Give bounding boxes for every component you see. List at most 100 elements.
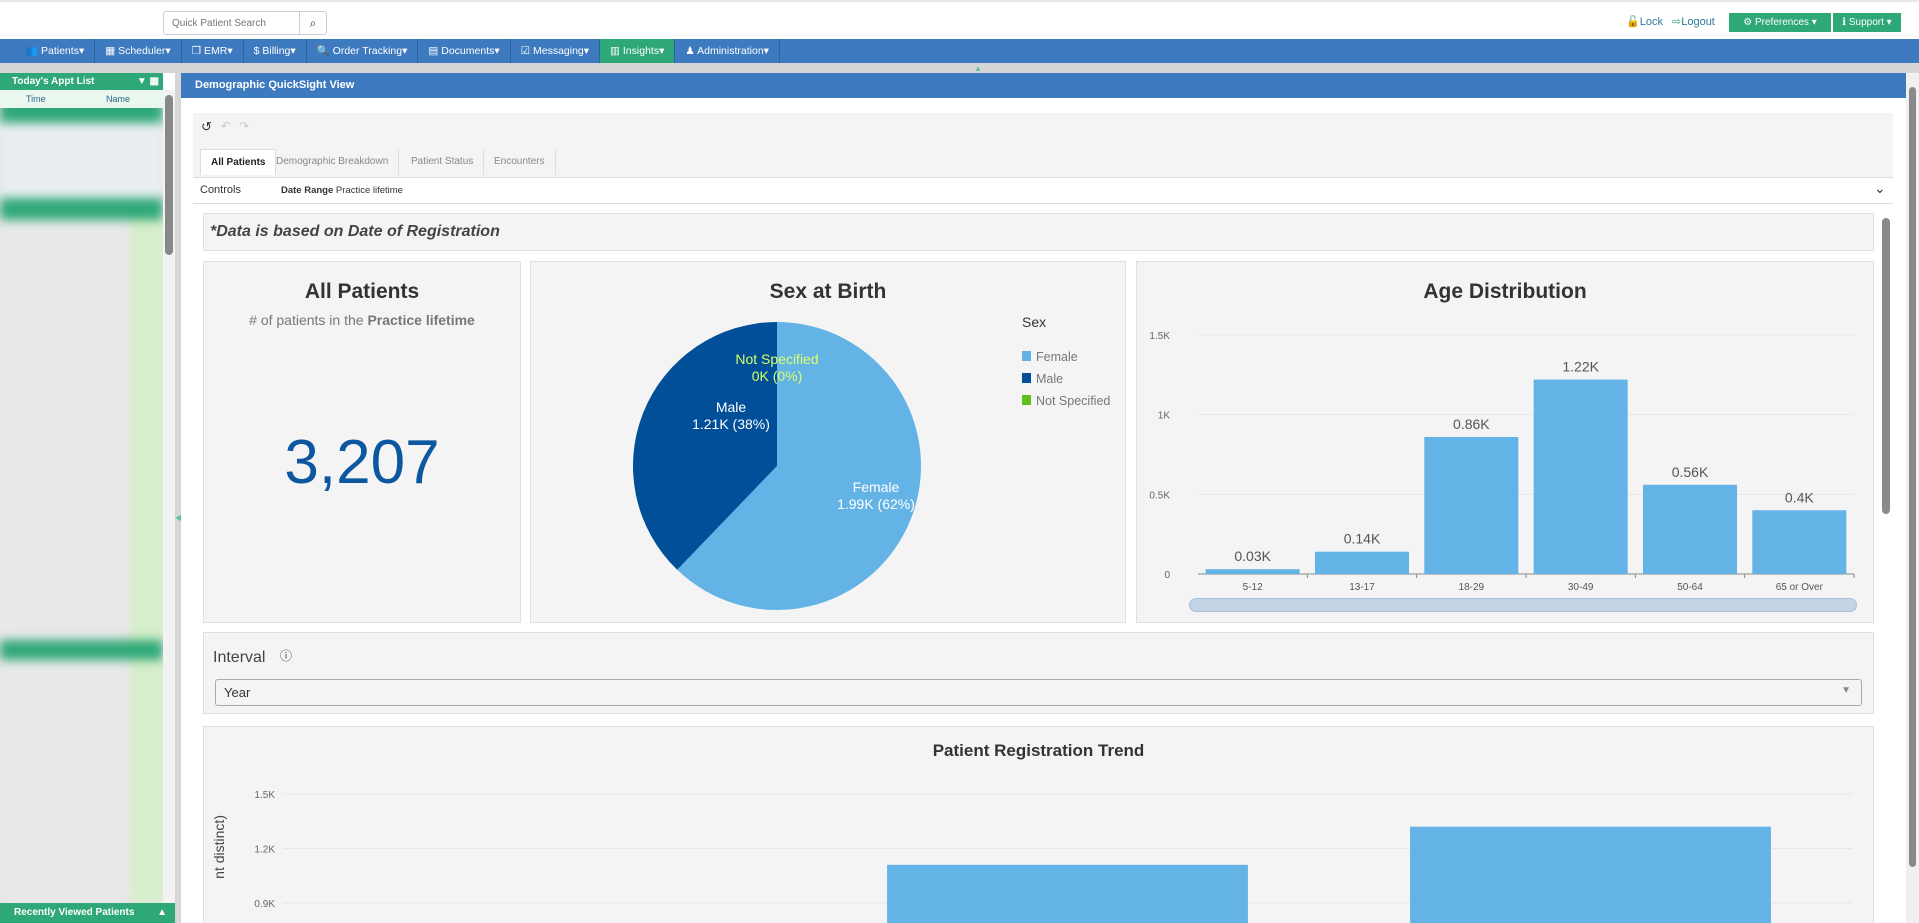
divider bbox=[193, 203, 1893, 204]
nav-administration[interactable]: ♟ Administration▾ bbox=[675, 39, 780, 63]
age-bar-chart: 0 0.5K 1K 1.5K 0.03K 5-12 0.14K 13-17 0.86K 18-29… bbox=[1149, 331, 1855, 593]
sidebar-scroll-thumb[interactable] bbox=[165, 95, 173, 255]
sidebar-tools: ▼ ▦ bbox=[137, 73, 159, 90]
nav-messaging[interactable]: ☑ Messaging▾ bbox=[511, 39, 601, 63]
sidebar-scrollbar[interactable] bbox=[163, 90, 175, 903]
nav-label: EMR bbox=[203, 45, 228, 57]
redo-icon[interactable]: ↷ bbox=[239, 119, 250, 133]
legend-label: Not Specified bbox=[1036, 394, 1111, 408]
trend-bar bbox=[1410, 826, 1771, 923]
dashboard-scroll-thumb[interactable] bbox=[1882, 218, 1890, 514]
legend-swatch bbox=[1022, 351, 1031, 361]
nav-label: Order Tracking bbox=[332, 45, 403, 57]
sex-at-birth-card: Sex at Birth Female 1.99K (62%) Male 1.21K … bbox=[530, 261, 1126, 623]
search-icon: ⌕ bbox=[309, 16, 317, 30]
collapse-left-icon[interactable]: ◀ bbox=[175, 513, 182, 522]
column-time[interactable]: Time bbox=[26, 94, 46, 104]
age-distribution-card: Age Distribution 0 0.5K 1K 1.5K 0.03K 5-12 0.1… bbox=[1136, 261, 1874, 623]
pie-slice-male bbox=[633, 322, 777, 570]
search-button[interactable]: ⌕ bbox=[299, 11, 327, 35]
top-bar: ⌕ 🔓Lock ⇨Logout ⚙ Preferences ▾ ℹ Suppor… bbox=[0, 0, 1919, 39]
y-tick-label: 1K bbox=[1158, 411, 1171, 422]
appt-list-header: Today's Appt List ▼ ▦ bbox=[0, 73, 163, 90]
undo-icon[interactable]: ↶ bbox=[221, 119, 232, 133]
preferences-button[interactable]: ⚙ Preferences ▾ bbox=[1729, 13, 1831, 32]
pie-data-label: Male 1.21K (38%) bbox=[692, 399, 770, 432]
sidebar-splitter[interactable]: ◀ bbox=[175, 73, 181, 923]
y-tick-label: 0.9K bbox=[254, 899, 275, 910]
y-tick-label: 0.5K bbox=[1149, 490, 1170, 501]
users-icon: 👥 bbox=[25, 45, 39, 57]
nav-billing[interactable]: $ Billing▾ bbox=[244, 39, 307, 63]
page-scrollbar[interactable] bbox=[1906, 73, 1919, 923]
nav-emr[interactable]: ❐ EMR▾ bbox=[182, 39, 244, 63]
legend-label: Male bbox=[1036, 372, 1064, 386]
all-patients-card: All Patients # of patients in the Practi… bbox=[203, 261, 521, 623]
nav-order-tracking[interactable]: 🔍 Order Tracking▾ bbox=[307, 39, 419, 63]
page-scroll-thumb[interactable] bbox=[1909, 87, 1916, 867]
tab-encounters[interactable]: Encounters bbox=[484, 149, 556, 175]
interval-label: Interval bbox=[213, 649, 266, 666]
legend-swatch bbox=[1022, 373, 1031, 383]
quick-patient-search-input[interactable] bbox=[163, 11, 300, 35]
tab-demographic-breakdown[interactable]: Demographic Breakdown bbox=[266, 149, 400, 175]
filter-icon[interactable]: ▼ bbox=[136, 76, 147, 87]
recently-viewed-patients-bar[interactable]: Recently Viewed Patients ▲ bbox=[0, 903, 175, 923]
nav-label: Administration bbox=[697, 45, 764, 57]
pie-slice-female bbox=[677, 322, 921, 610]
collapse-up-icon[interactable]: ▲ bbox=[974, 64, 982, 73]
reset-icon[interactable]: ↺ bbox=[201, 119, 212, 134]
kpi-subtitle-bold: Practice lifetime bbox=[367, 312, 475, 328]
column-name[interactable]: Name bbox=[106, 94, 131, 104]
info-icon[interactable]: ⓘ bbox=[280, 649, 293, 663]
support-button[interactable]: ℹ Support ▾ bbox=[1832, 13, 1901, 32]
main-nav: 👥 Patients▾ ▦ Scheduler▾ ❐ EMR▾ $ Billing▾ 🔍… bbox=[0, 39, 1919, 63]
pie-title: Sex at Birth bbox=[769, 280, 887, 303]
dollar-icon: $ bbox=[253, 45, 260, 57]
age-bar bbox=[1314, 551, 1410, 574]
legend-item[interactable]: Not Specified bbox=[1022, 394, 1110, 408]
checkbox-icon: ☑ bbox=[520, 45, 531, 57]
controls-chevron-down-icon[interactable]: ⌄ bbox=[1874, 180, 1886, 196]
tab-patient-status[interactable]: Patient Status bbox=[401, 149, 485, 175]
calendar-icon[interactable]: ▦ bbox=[149, 76, 159, 87]
interval-value: Year bbox=[224, 685, 251, 700]
blurred-appointment-list bbox=[0, 93, 163, 903]
y-tick-label: 1.5K bbox=[254, 790, 275, 801]
x-tick-label: 5-12 bbox=[1243, 582, 1263, 593]
interval-card: Interval ⓘ Year ▼ bbox=[203, 632, 1874, 714]
age-bar bbox=[1642, 484, 1738, 574]
nav-insights[interactable]: ▥ Insights▾ bbox=[600, 39, 676, 63]
nav-label: Insights bbox=[622, 45, 660, 57]
logout-label: Logout bbox=[1681, 16, 1715, 28]
logout-link[interactable]: ⇨Logout bbox=[1672, 15, 1715, 28]
kpi-subtitle-prefix: # of patients in the bbox=[249, 312, 368, 328]
nav-label: Messaging bbox=[532, 45, 584, 57]
nav-documents[interactable]: ▤ Documents▾ bbox=[418, 39, 511, 63]
y-tick-label: 1.2K bbox=[254, 845, 275, 856]
controls-label: Controls bbox=[200, 184, 241, 196]
gear-icon: ⚙ bbox=[1743, 17, 1755, 28]
nav-label: Documents bbox=[441, 45, 495, 57]
info-icon: ℹ bbox=[1842, 17, 1849, 28]
user-icon: ♟ bbox=[685, 45, 695, 57]
lock-label: Lock bbox=[1639, 16, 1663, 28]
nav-label: Scheduler bbox=[118, 45, 166, 57]
nav-scheduler[interactable]: ▦ Scheduler▾ bbox=[95, 39, 182, 63]
tab-all-patients[interactable]: All Patients bbox=[200, 149, 277, 175]
logout-icon: ⇨ bbox=[1672, 16, 1682, 28]
x-tick-label: 18-29 bbox=[1459, 582, 1485, 593]
appt-list-title: Today's Appt List bbox=[12, 76, 95, 87]
trend-title: Patient Registration Trend bbox=[932, 741, 1145, 760]
nav-patients[interactable]: 👥 Patients▾ bbox=[15, 39, 96, 63]
legend-label: Female bbox=[1036, 350, 1078, 364]
legend-item[interactable]: Female bbox=[1022, 350, 1110, 364]
nav-label: Billing bbox=[262, 45, 291, 57]
lock-link[interactable]: 🔓Lock bbox=[1626, 15, 1663, 28]
legend-item[interactable]: Male bbox=[1022, 372, 1110, 386]
date-range-control[interactable]: Date Range Practice lifetime bbox=[281, 185, 403, 196]
expand-up-icon[interactable]: ▲ bbox=[157, 907, 167, 918]
interval-select[interactable]: Year ▼ bbox=[215, 679, 1862, 706]
search-icon: 🔍 bbox=[316, 45, 330, 57]
chart-range-scrollbar[interactable] bbox=[1189, 598, 1857, 612]
